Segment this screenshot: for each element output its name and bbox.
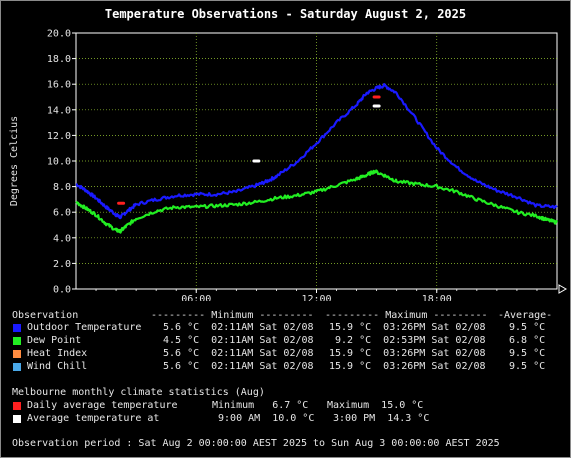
y-tick-label: 20.0: [47, 29, 71, 40]
legend-swatch-outdoor-temperature: [13, 324, 21, 332]
legend-max: 15.9 °C 03:26PM Sat 02/08: [329, 322, 486, 333]
climate-min: Minimum 6.7 °C: [212, 400, 309, 411]
climate-label: Average temperature at: [27, 413, 160, 424]
climate-marker: [372, 104, 381, 108]
legend-avg: 9.5 °C: [503, 348, 546, 359]
climate-label: Daily average temperature: [27, 400, 178, 411]
legend-header-average: -Average-: [498, 310, 553, 321]
y-axis-label: Degrees Celcius: [9, 116, 20, 206]
y-tick-label: 8.0: [53, 182, 71, 193]
x-tick-label: 12:00: [301, 294, 331, 301]
legend-header-minimum: --------- Minimum ---------: [151, 310, 314, 321]
y-tick-label: 14.0: [47, 105, 71, 116]
climate-stats-header: Melbourne monthly climate statistics (Au…: [12, 387, 265, 398]
climate-marker: [117, 201, 126, 205]
legend-label: Wind Chill: [27, 361, 88, 372]
x-tick-label: 06:00: [181, 294, 211, 301]
chart-title: Temperature Observations - Saturday Augu…: [104, 7, 467, 21]
climate-marker: [372, 95, 381, 99]
legend-min: 5.6 °C 02:11AM Sat 02/08: [157, 361, 314, 372]
legend-swatch-dew-point: [13, 337, 21, 345]
legend-min: 4.5 °C 02:11AM Sat 02/08: [157, 335, 314, 346]
legend-max: 15.9 °C 03:26PM Sat 02/08: [329, 348, 486, 359]
y-tick-label: 0.0: [53, 285, 71, 296]
legend-max: 9.2 °C 02:53PM Sat 02/08: [329, 335, 486, 346]
x-tick-label: 18:00: [422, 294, 452, 301]
legend-min: 5.6 °C 02:11AM Sat 02/08: [157, 322, 314, 333]
legend-swatch-wind-chill: [13, 363, 21, 371]
series-line-dew-point: [75, 169, 558, 234]
y-tick-label: 12.0: [47, 131, 71, 142]
legend-max: 15.9 °C 03:26PM Sat 02/08: [329, 361, 486, 372]
legend-label: Outdoor Temperature: [27, 322, 142, 333]
legend-swatch-heat-index: [13, 350, 21, 358]
climate-marker: [252, 159, 261, 163]
legend-label: Heat Index: [27, 348, 88, 359]
y-tick-label: 6.0: [53, 208, 71, 219]
legend-header-observation: Observation: [12, 310, 79, 321]
legend-min: 5.6 °C 02:11AM Sat 02/08: [157, 348, 314, 359]
climate-max: 3:00 PM 14.3 °C: [327, 413, 430, 424]
temperature-plot: 0.0 2.0 4.0 6.0 8.0 10.0 12.0 14.0 16.0 18.0 20.0 0…: [9, 29, 568, 301]
climate-swatch-average-at: [13, 415, 21, 423]
y-tick-label: 4.0: [53, 233, 71, 244]
legend-avg: 6.8 °C: [503, 335, 546, 346]
y-tick-label: 16.0: [47, 80, 71, 91]
legend-avg: 9.5 °C: [503, 361, 546, 372]
y-tick-label: 18.0: [47, 54, 71, 65]
x-axis-arrow: [558, 284, 568, 294]
legend-label: Dew Point: [27, 335, 82, 346]
climate-max: Maximum 15.0 °C: [327, 400, 424, 411]
observation-period: Observation period : Sat Aug 2 00:00:00 …: [12, 438, 500, 449]
series-line-outdoor-temperature: [75, 82, 558, 220]
legend-header-maximum: --------- Maximum ---------: [325, 310, 488, 321]
climate-min: 9:00 AM 10.0 °C: [212, 413, 315, 424]
y-tick-label: 2.0: [53, 259, 71, 270]
legend-avg: 9.5 °C: [503, 322, 546, 333]
y-tick-label: 10.0: [47, 157, 71, 168]
climate-swatch-daily-average: [13, 402, 21, 410]
